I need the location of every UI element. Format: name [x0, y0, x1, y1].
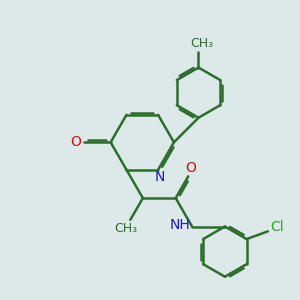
Text: CH₃: CH₃: [114, 222, 137, 235]
Text: CH₃: CH₃: [190, 37, 213, 50]
Text: N: N: [155, 170, 165, 184]
Text: Cl: Cl: [271, 220, 284, 235]
Text: NH: NH: [169, 218, 190, 232]
Text: O: O: [185, 161, 197, 175]
Text: O: O: [70, 135, 81, 149]
